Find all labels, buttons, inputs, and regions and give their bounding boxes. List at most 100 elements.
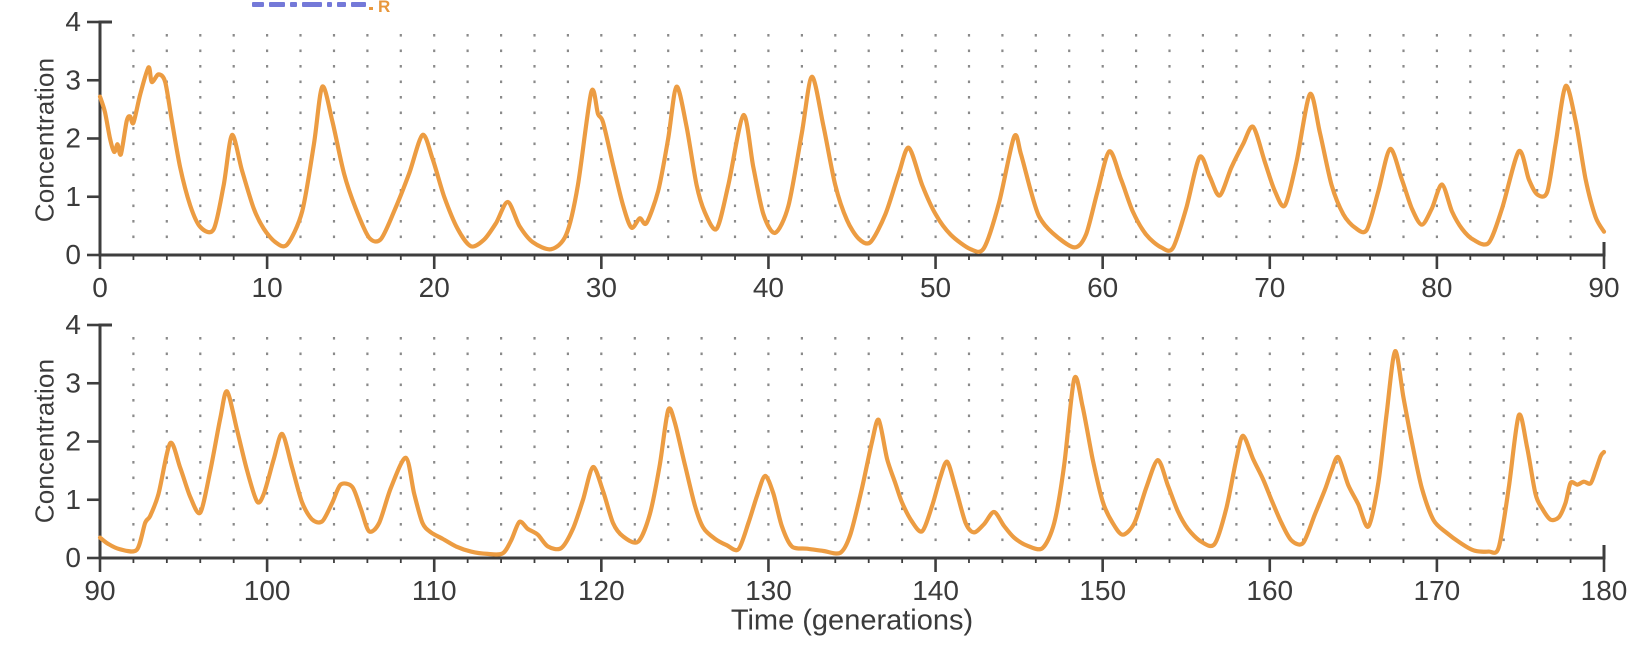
gridline-dot [332, 189, 336, 192]
gridline-dot [600, 34, 603, 37]
gridline-dot [1302, 368, 1305, 371]
gridline-dot [1201, 383, 1204, 387]
gridline-dot [967, 204, 971, 208]
gridline-dot [1502, 34, 1505, 37]
gridline-dot [967, 111, 971, 115]
gridline-dot [733, 352, 737, 356]
gridline-dot [1235, 173, 1238, 177]
gridline-dot [667, 538, 670, 542]
gridline-dot [132, 414, 135, 418]
gridline-dot [366, 80, 369, 84]
gridline-dot [332, 476, 336, 480]
gridline-dot [1268, 430, 1271, 433]
gridline-dot [1435, 383, 1438, 387]
gridline-dot [1569, 189, 1572, 192]
gridline-dot [1201, 49, 1204, 53]
gridline-dot [1068, 158, 1071, 161]
gridline-dot [1469, 399, 1472, 402]
gridline-dot [1268, 65, 1271, 68]
gridline-dot [1034, 461, 1037, 464]
gridline-dot [767, 173, 770, 177]
gridline-dot [232, 445, 235, 449]
text-fragment [302, 2, 322, 7]
gridline-dot [1469, 220, 1472, 223]
gridline-dot [1268, 111, 1271, 115]
gridline-dot [1101, 65, 1104, 68]
gridline-dot [633, 80, 636, 84]
gridline-dot [700, 65, 703, 68]
gridline-dot [266, 34, 269, 37]
gridline-dot [433, 337, 436, 340]
gridline-dot [132, 158, 135, 161]
gridline-dot [733, 461, 737, 464]
gridline-dot [1536, 476, 1539, 480]
gridline-dot [1168, 34, 1171, 37]
gridline-dot [1001, 127, 1004, 130]
gridline-dot [466, 507, 469, 511]
gridline-dot [165, 523, 168, 526]
gridline-dot [1469, 49, 1472, 53]
gridline-dot [1335, 523, 1338, 526]
gridline-dot [1402, 430, 1405, 433]
gridline-dot [332, 173, 336, 177]
gridline-dot [834, 538, 837, 542]
gridline-dot [1402, 414, 1405, 418]
gridline-dot [500, 461, 503, 464]
gridline-dot [1201, 368, 1204, 371]
gridline-dot [1569, 111, 1572, 115]
gridline-dot [1435, 507, 1438, 511]
gridline-dot [1268, 461, 1271, 464]
gridline-dot [500, 49, 503, 53]
gridline-dot [399, 492, 402, 495]
gridline-dot [1068, 368, 1071, 371]
gridline-dot [1302, 189, 1305, 192]
gridline-dot [934, 476, 937, 480]
x-tick-label: 80 [1421, 272, 1452, 303]
gridline-dot [600, 492, 603, 495]
gridline-dot [533, 111, 536, 115]
gridline-dot [299, 352, 302, 356]
gridline-dot [566, 507, 569, 511]
gridline-dot [1435, 368, 1438, 371]
gridline-dot [1268, 49, 1271, 53]
gridline-dot [366, 383, 369, 387]
gridline-dot [399, 523, 402, 526]
x-tick-label: 140 [912, 575, 959, 606]
gridline-dot [633, 158, 636, 161]
gridline-dot [132, 235, 135, 239]
gridline-dot [1368, 476, 1372, 480]
gridline-dot [1569, 368, 1572, 371]
gridline-dot [1201, 127, 1204, 130]
gridline-dot [1168, 414, 1171, 418]
gridline-dot [1034, 507, 1037, 511]
gridline-dot [967, 142, 971, 146]
gridline-dot [466, 430, 469, 433]
gridline-dot [199, 220, 202, 223]
gridline-dot [867, 142, 870, 146]
gridline-dot [433, 189, 436, 192]
gridline-dot [867, 173, 870, 177]
gridline-dot [1068, 204, 1071, 208]
gridline-dot [1135, 368, 1138, 371]
gridline-dot [500, 158, 503, 161]
gridline-dot [1502, 189, 1505, 192]
gridline-dot [1001, 352, 1004, 356]
gridline-dot [500, 65, 503, 68]
gridline-dot [600, 414, 603, 418]
gridline-dot [1536, 461, 1539, 464]
gridline-dot [266, 49, 269, 53]
gridline-dot [934, 538, 937, 542]
gridline-dot [332, 142, 336, 146]
gridline-dot [1068, 80, 1071, 84]
gridline-dot [1536, 173, 1539, 177]
gridline-dot [1101, 368, 1104, 371]
gridline-dot [566, 173, 569, 177]
gridline-dot [667, 337, 670, 340]
gridline-dot [1569, 127, 1572, 130]
gridline-dot [199, 158, 202, 161]
gridline-dot [232, 368, 235, 371]
gridline-dot [1034, 445, 1037, 449]
gridline-dot [1168, 430, 1171, 433]
gridline-dot [1335, 399, 1338, 402]
gridline-dot [500, 127, 503, 130]
